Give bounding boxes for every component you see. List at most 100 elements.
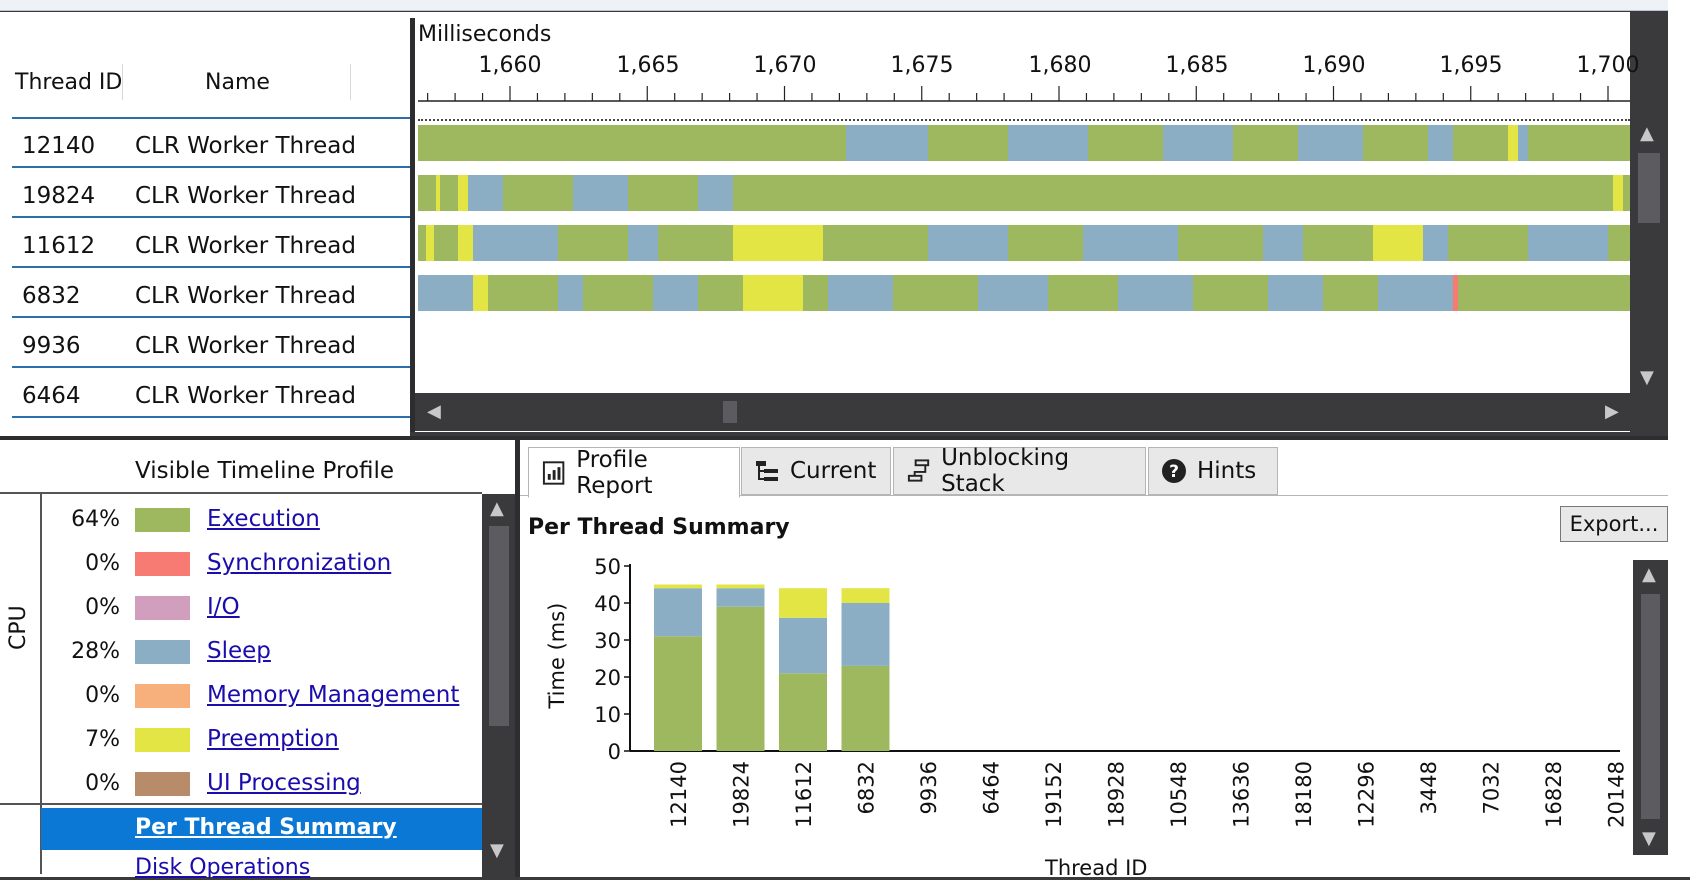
timeline-segment[interactable] [1428, 125, 1453, 161]
column-header-thread-id[interactable]: Thread ID [15, 70, 123, 95]
thread-name-cell[interactable]: CLR Worker Thread [135, 183, 356, 209]
timeline-segment[interactable] [418, 225, 426, 261]
scroll-down-icon[interactable]: ▼ [1640, 367, 1654, 388]
timeline-segment[interactable] [928, 225, 1008, 261]
timeline-segment[interactable] [1608, 225, 1630, 261]
legend-link-execution[interactable]: Execution [207, 506, 320, 532]
timeline-segment[interactable] [503, 175, 573, 211]
timeline-segment[interactable] [823, 225, 928, 261]
timeline-segment[interactable] [418, 175, 436, 211]
horizontal-pane-splitter[interactable] [0, 436, 1668, 440]
thread-timeline-bars[interactable] [418, 118, 1630, 393]
disk-operations-link[interactable]: Disk Operations [135, 855, 311, 880]
timeline-segment[interactable] [1528, 225, 1608, 261]
timeline-segment[interactable] [733, 175, 1613, 211]
legend-link-io[interactable]: I/O [207, 594, 240, 620]
timeline-segment[interactable] [558, 275, 583, 311]
timeline-segment[interactable] [434, 225, 458, 261]
timeline-segment[interactable] [698, 275, 743, 311]
timeline-segment[interactable] [1623, 175, 1630, 211]
timeline-segment[interactable] [1268, 275, 1323, 311]
scroll-down-icon[interactable]: ▼ [1642, 828, 1656, 849]
timeline-segment[interactable] [1378, 275, 1453, 311]
vertical-pane-splitter[interactable] [515, 440, 520, 877]
legend-link-sleep[interactable]: Sleep [207, 638, 271, 664]
timeline-segment[interactable] [653, 275, 698, 311]
timeline-segment[interactable] [628, 225, 658, 261]
timeline-segment[interactable] [1008, 225, 1083, 261]
thread-id-cell[interactable]: 6464 [22, 383, 81, 409]
scroll-thumb[interactable] [489, 526, 509, 726]
thread-name-cell[interactable]: CLR Worker Thread [135, 383, 356, 409]
timeline-segment[interactable] [628, 175, 698, 211]
timeline-segment[interactable] [1088, 125, 1163, 161]
timeline-segment[interactable] [978, 275, 1048, 311]
timeline-segment[interactable] [473, 225, 558, 261]
pane-splitter[interactable] [410, 18, 415, 432]
profile-vertical-scrollbar[interactable]: ▲ ▼ [482, 494, 515, 877]
chart-vertical-scrollbar[interactable]: ▲ ▼ [1633, 560, 1668, 855]
timeline-segment[interactable] [698, 175, 733, 211]
thread-id-cell[interactable]: 11612 [22, 233, 96, 259]
timeline-segment[interactable] [1008, 125, 1088, 161]
thread-id-cell[interactable]: 19824 [22, 183, 96, 209]
column-header-name[interactable]: Name [205, 70, 270, 95]
scroll-up-icon[interactable]: ▲ [490, 498, 504, 519]
scroll-left-icon[interactable]: ◀ [427, 401, 441, 422]
timeline-segment[interactable] [436, 175, 440, 211]
timeline-segment[interactable] [1263, 225, 1303, 261]
legend-link-preemption[interactable]: Preemption [207, 726, 339, 752]
scroll-up-icon[interactable]: ▲ [1640, 123, 1654, 144]
per-thread-summary-item[interactable] [41, 808, 482, 850]
timeline-segment[interactable] [1303, 225, 1373, 261]
timeline-segment[interactable] [573, 175, 628, 211]
timeline-segment[interactable] [1118, 275, 1193, 311]
timeline-segment[interactable] [440, 175, 458, 211]
timeline-segment[interactable] [418, 125, 818, 161]
timeline-segment[interactable] [1363, 125, 1428, 161]
timeline-segment[interactable] [1423, 225, 1448, 261]
legend-link-memory-management[interactable]: Memory Management [207, 682, 460, 708]
timeline-vertical-scrollbar[interactable]: ▲ ▼ [1630, 119, 1668, 393]
timeline-segment[interactable] [658, 225, 733, 261]
tab-unblocking-stack[interactable]: Unblocking Stack [893, 445, 1146, 497]
timeline-segment[interactable] [1298, 125, 1363, 161]
thread-id-cell[interactable]: 9936 [22, 333, 81, 359]
timeline-segment[interactable] [1613, 175, 1623, 211]
timeline-segment[interactable] [1373, 225, 1423, 261]
timeline-segment[interactable] [818, 125, 846, 161]
thread-id-cell[interactable]: 12140 [22, 133, 96, 159]
timeline-segment[interactable] [1508, 125, 1518, 161]
timeline-segment[interactable] [1233, 125, 1298, 161]
timeline-segment[interactable] [1193, 275, 1268, 311]
thread-id-cell[interactable]: 6832 [22, 283, 81, 309]
timeline-segment[interactable] [803, 275, 828, 311]
timeline-segment[interactable] [1163, 125, 1233, 161]
per-thread-summary-link[interactable]: Per Thread Summary [135, 815, 397, 840]
timeline-horizontal-scrollbar[interactable]: ◀ ▶ [415, 393, 1630, 431]
scroll-up-icon[interactable]: ▲ [1642, 564, 1656, 585]
tab-profile-report[interactable]: Profile Report [528, 447, 740, 499]
timeline-segment[interactable] [1453, 125, 1508, 161]
timeline-segment[interactable] [583, 275, 653, 311]
timeline-segment[interactable] [1458, 275, 1630, 311]
thread-name-cell[interactable]: CLR Worker Thread [135, 133, 356, 159]
timeline-segment[interactable] [458, 175, 468, 211]
thread-name-cell[interactable]: CLR Worker Thread [135, 283, 356, 309]
timeline-segment[interactable] [458, 225, 473, 261]
timeline-segment[interactable] [488, 275, 558, 311]
timeline-segment[interactable] [846, 125, 928, 161]
export-button[interactable]: Export... [1560, 506, 1668, 542]
time-ruler[interactable] [418, 86, 1630, 102]
scroll-thumb[interactable] [723, 401, 737, 423]
timeline-segment[interactable] [426, 225, 434, 261]
timeline-segment[interactable] [473, 275, 488, 311]
timeline-segment[interactable] [928, 125, 1008, 161]
timeline-segment[interactable] [1518, 125, 1528, 161]
header-separator[interactable] [350, 64, 351, 100]
timeline-segment[interactable] [1528, 125, 1630, 161]
timeline-segment[interactable] [1323, 275, 1378, 311]
legend-link-synchronization[interactable]: Synchronization [207, 550, 392, 576]
scroll-down-icon[interactable]: ▼ [490, 840, 504, 861]
tab-current[interactable]: Current [741, 447, 891, 495]
